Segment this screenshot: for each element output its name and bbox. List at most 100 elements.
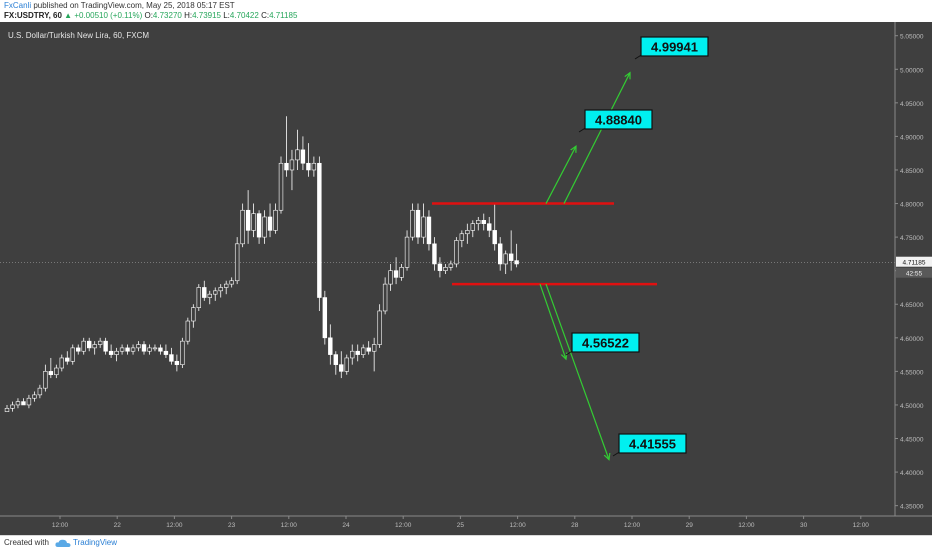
- candle-body: [333, 354, 338, 365]
- candle: [4, 404, 10, 412]
- y-tick-label: 4.90000: [900, 134, 924, 141]
- y-tick-label: 4.40000: [900, 470, 924, 477]
- y-tick-label: 4.45000: [900, 437, 924, 444]
- x-tick-label: 25: [457, 522, 465, 529]
- high-value: 4.73915: [192, 11, 221, 20]
- countdown-tag: [896, 267, 932, 278]
- candle-body: [306, 162, 311, 171]
- candle-body: [262, 216, 267, 238]
- candle: [355, 344, 360, 362]
- candle: [196, 284, 201, 311]
- y-tick-label: 4.80000: [900, 202, 924, 209]
- candle: [487, 216, 492, 238]
- low-key: L:: [223, 11, 230, 20]
- candle-body: [26, 397, 32, 406]
- candle-body: [103, 340, 108, 352]
- candle-body: [278, 162, 284, 211]
- candle: [26, 394, 32, 409]
- candle: [503, 250, 508, 275]
- candle: [289, 149, 295, 191]
- candle: [158, 344, 163, 355]
- candle: [169, 347, 174, 365]
- candle: [350, 344, 355, 365]
- y-tick-label: 4.50000: [900, 403, 924, 410]
- x-tick-label: 24: [342, 522, 350, 529]
- author-link[interactable]: FxCanli: [4, 1, 32, 10]
- candle: [273, 203, 278, 234]
- candle-body: [377, 310, 382, 345]
- up-arrow-icon: ▲: [64, 11, 73, 20]
- target-4-88840-box: [584, 109, 653, 130]
- candlestick-chart[interactable]: U.S. Dollar/Turkish New Lira, 60, FXCM 5…: [0, 22, 932, 535]
- candle-body: [70, 347, 75, 362]
- candle: [508, 230, 514, 271]
- candle-body: [465, 230, 470, 235]
- candle-body: [158, 347, 163, 352]
- candle-body: [497, 243, 503, 265]
- publish-line: FxCanli published on TradingView.com, Ma…: [4, 1, 235, 10]
- y-tick-label: 4.55000: [900, 369, 924, 376]
- target-4-99941-box: [640, 36, 709, 57]
- candle-body: [426, 216, 432, 245]
- candle-body: [295, 149, 300, 161]
- candle-body: [421, 216, 426, 238]
- candle-body: [448, 263, 454, 268]
- candle: [393, 257, 399, 285]
- candle: [180, 337, 185, 369]
- candle: [278, 156, 284, 214]
- candle-body: [229, 280, 234, 285]
- candle: [300, 136, 306, 170]
- y-tick-label: 4.85000: [900, 168, 924, 175]
- candle: [207, 290, 212, 305]
- x-tick-label: 28: [571, 522, 579, 529]
- candle-body: [514, 260, 519, 265]
- candle: [76, 344, 81, 355]
- candle-body: [360, 347, 366, 355]
- candle: [224, 280, 229, 295]
- candle: [377, 304, 382, 348]
- candle-body: [240, 209, 245, 245]
- candle-body: [234, 243, 240, 282]
- candle-body: [415, 209, 421, 238]
- candle: [339, 351, 344, 379]
- candle: [481, 213, 486, 231]
- tradingview-link[interactable]: TradingView: [73, 538, 118, 547]
- projection-arrow: [563, 73, 630, 204]
- candle-body: [328, 337, 333, 355]
- candle: [476, 216, 481, 231]
- candle: [163, 344, 169, 358]
- candle: [382, 277, 388, 315]
- publish-info: published on TradingView.com, May 25, 20…: [33, 1, 235, 10]
- candle: [415, 203, 421, 244]
- candle-body: [65, 357, 70, 362]
- x-tick-label: 12:00: [52, 522, 69, 529]
- chart-header: FxCanli published on TradingView.com, Ma…: [0, 0, 932, 22]
- candle-body: [119, 347, 125, 352]
- candle: [497, 237, 503, 271]
- candle: [54, 364, 59, 379]
- y-tick-label: 5.05000: [900, 34, 924, 41]
- last-price-tag: [896, 256, 932, 267]
- symbol-label: FX:USDTRY, 60: [4, 11, 62, 20]
- candle: [459, 230, 465, 248]
- x-tick-label: 12:00: [509, 522, 526, 529]
- chart-area[interactable]: U.S. Dollar/Turkish New Lira, 60, FXCM 5…: [0, 22, 932, 535]
- candle: [454, 237, 459, 268]
- candle: [295, 129, 300, 170]
- candle: [152, 344, 158, 352]
- y-tick-label: 4.95000: [900, 101, 924, 108]
- price-axis-panel: [895, 22, 932, 535]
- y-tick-label: 5.00000: [900, 67, 924, 74]
- candle-body: [15, 401, 21, 406]
- candle: [256, 210, 262, 244]
- candle: [465, 223, 470, 244]
- candle-body: [10, 404, 15, 409]
- candle-body: [481, 220, 486, 224]
- candle: [108, 344, 114, 358]
- candle-body: [382, 283, 388, 312]
- candle-body: [224, 283, 229, 288]
- candle-body: [97, 340, 103, 345]
- candle-body: [344, 357, 349, 372]
- candle: [333, 351, 338, 375]
- x-tick-label: 23: [228, 522, 236, 529]
